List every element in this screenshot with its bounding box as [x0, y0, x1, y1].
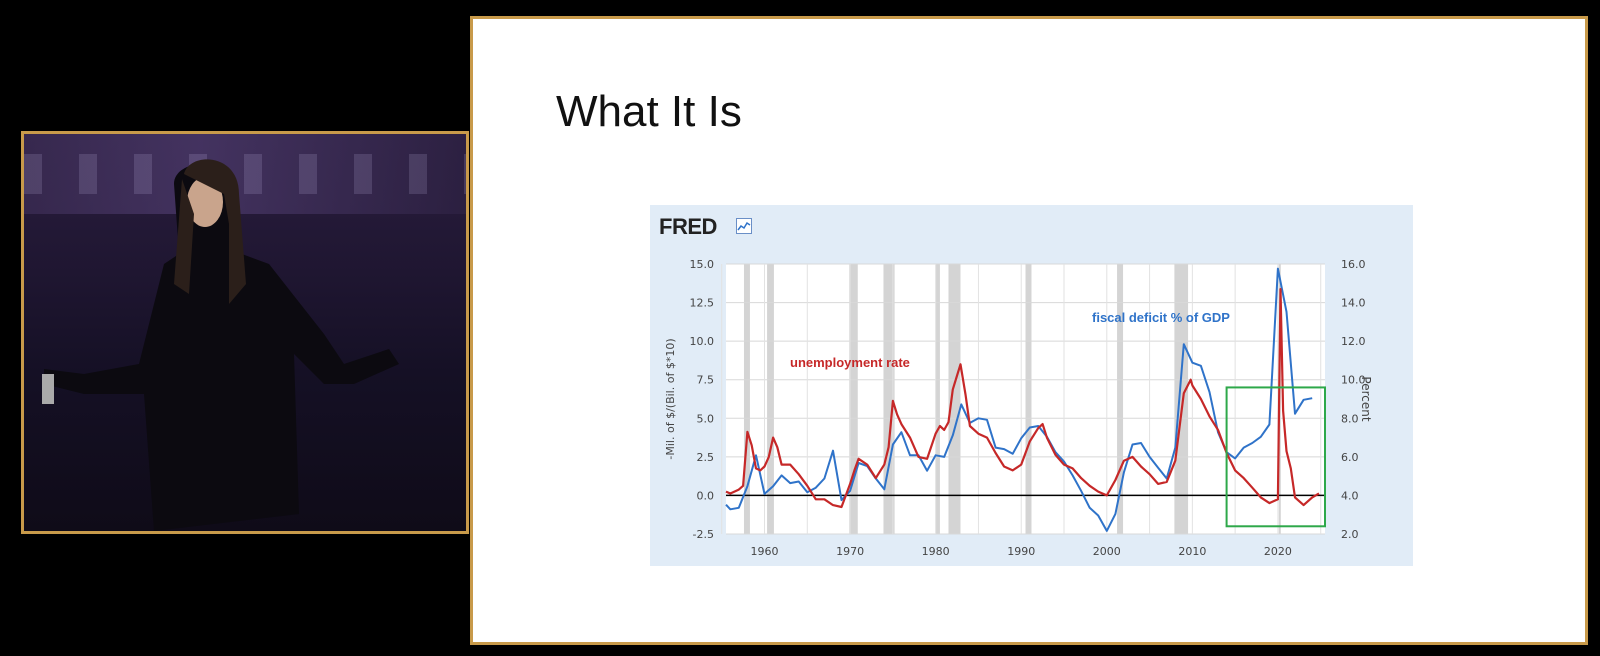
y-left-tick-label: 2.5: [697, 451, 715, 464]
y-right-tick-label: 10.0: [1341, 374, 1366, 387]
recession-band: [948, 264, 961, 534]
speaker-face: [187, 177, 223, 227]
recession-band: [1174, 264, 1189, 534]
recession-band: [743, 264, 750, 534]
x-tick-label: 1970: [836, 545, 864, 558]
stage-lights: [24, 154, 466, 194]
y-right-tick-label: 2.0: [1341, 528, 1359, 541]
y-left-tick-label: -2.5: [693, 528, 714, 541]
annotation-fiscal-deficit: fiscal deficit % of GDP: [1092, 310, 1230, 325]
y-left-tick-label: 12.5: [690, 297, 715, 310]
x-tick-label: 1960: [751, 545, 779, 558]
x-tick-label: 1980: [922, 545, 950, 558]
y-left-tick-label: 15.0: [690, 258, 715, 271]
y-left-tick-label: 0.0: [697, 489, 715, 502]
x-tick-label: 2000: [1093, 545, 1121, 558]
highlight-box: [1225, 386, 1326, 528]
clicker-device: [42, 374, 54, 404]
fred-chart-icon: [736, 218, 752, 234]
fred-logo: FRED: [659, 214, 717, 239]
y-left-axis-title: -Mil. of $/(Bil. of $*10): [664, 338, 677, 459]
slide-title: What It Is: [556, 87, 742, 136]
recession-band: [1025, 264, 1032, 534]
x-tick-label: 1990: [1007, 545, 1035, 558]
recession-band: [767, 264, 774, 534]
fred-chart-panel: FRED -2.5 0.0 2.5 5.0 7.5 10.0 12.5 15.0 2.0 4.0 6…: [650, 205, 1413, 566]
recession-band: [1117, 264, 1124, 534]
y-right-tick-label: 12.0: [1341, 335, 1366, 348]
speaker-video-panel: [21, 131, 469, 534]
speaker-figure: [42, 159, 399, 531]
annotation-unemployment-rate: unemployment rate: [790, 355, 910, 370]
stage-backdrop: [24, 134, 466, 214]
y-left-tick-label: 7.5: [697, 374, 715, 387]
x-tick-label: 2010: [1178, 545, 1206, 558]
y-left-tick-label: 5.0: [697, 412, 715, 425]
y-right-tick-label: 4.0: [1341, 489, 1359, 502]
line-chart: -2.5 0.0 2.5 5.0 7.5 10.0 12.5 15.0 2.0 4.0 6.0 8.0…: [664, 258, 1373, 558]
y-right-tick-label: 8.0: [1341, 412, 1359, 425]
recession-band: [935, 264, 940, 534]
presentation-slide: What It Is FRED -2.5 0.0 2.5 5.0 7.5 10.0 12.5…: [470, 16, 1588, 645]
series-line-unemployment: [725, 287, 1320, 509]
series-line-fiscal-deficit: [725, 267, 1313, 532]
recession-band: [883, 264, 895, 534]
y-right-axis-title: Percent: [1359, 376, 1373, 421]
x-tick-label: 2020: [1264, 545, 1292, 558]
y-right-tick-label: 16.0: [1341, 258, 1366, 271]
y-right-tick-label: 14.0: [1341, 297, 1366, 310]
y-left-tick-label: 10.0: [690, 335, 715, 348]
recession-band: [849, 264, 858, 534]
y-right-tick-label: 6.0: [1341, 451, 1359, 464]
